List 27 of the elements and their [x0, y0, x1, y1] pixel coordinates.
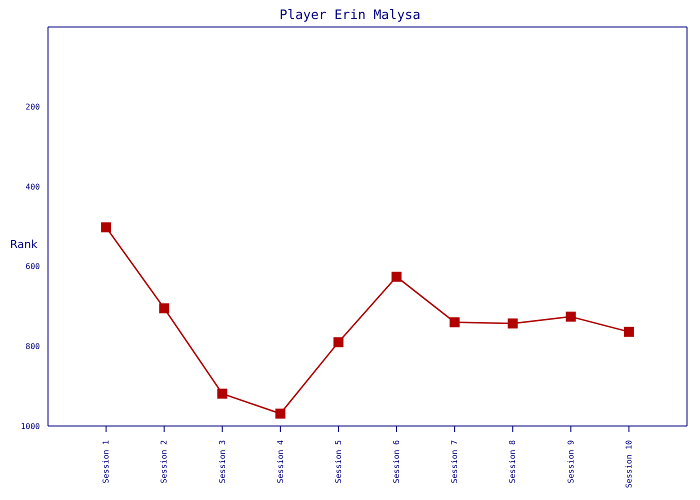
- x-tick-label: Session 7: [450, 440, 460, 484]
- y-tick-label: 1000: [20, 422, 40, 431]
- x-tick-label: Session 4: [276, 440, 285, 484]
- point: [508, 318, 518, 328]
- y-tick-label: 600: [26, 262, 40, 272]
- x-tick-label: Session 3: [218, 440, 227, 484]
- point: [566, 312, 576, 322]
- point: [101, 222, 112, 232]
- y-tick-label: 400: [26, 182, 40, 192]
- point: [333, 337, 344, 348]
- y-axis-title: Rank: [10, 238, 38, 251]
- point: [450, 317, 460, 328]
- y-tick-label: 800: [26, 342, 40, 352]
- point: [159, 303, 170, 314]
- point: [392, 272, 402, 282]
- point: [624, 326, 634, 337]
- x-tick-label: Session 5: [334, 440, 343, 484]
- x-tick-label: Session 8: [508, 440, 518, 484]
- point: [217, 388, 228, 399]
- point: [275, 408, 286, 419]
- chart-title: Player Erin Malysa: [278, 8, 422, 23]
- y-tick-label: 200: [26, 102, 40, 112]
- x-tick-label: Session 1: [102, 440, 111, 484]
- x-tick-label: Session 2: [160, 440, 169, 484]
- x-tick-label: Session 9: [566, 440, 576, 484]
- x-tick-label: Session 10: [624, 440, 634, 488]
- x-tick-label: Session 6: [392, 440, 402, 484]
